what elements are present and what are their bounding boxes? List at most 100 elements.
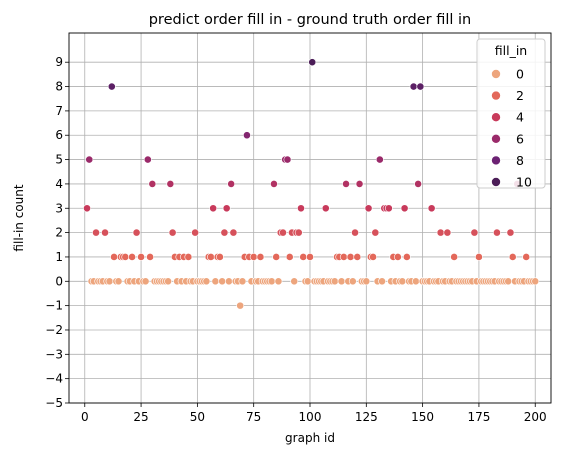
y-tick-label: 0 [55, 274, 63, 288]
data-point [121, 253, 130, 261]
y-tick-label: −2 [45, 323, 63, 337]
data-point [508, 253, 517, 261]
y-tick-label: 5 [55, 153, 63, 167]
data-point [297, 204, 305, 213]
data-point [475, 253, 483, 261]
data-point [164, 277, 173, 286]
data-point [371, 228, 380, 237]
data-point [450, 253, 459, 261]
data-point [290, 277, 299, 286]
data-point [306, 253, 314, 261]
legend-marker [491, 90, 501, 101]
legend-label: 6 [516, 131, 524, 146]
legend-marker [491, 155, 501, 166]
x-axis-ticks: 0 25 50 75 100 125 150 175 200 [81, 403, 547, 424]
y-tick-label: 3 [55, 201, 63, 215]
data-point [299, 253, 308, 261]
legend-marker [491, 177, 501, 187]
data-point [107, 82, 116, 91]
data-point [256, 253, 265, 261]
legend-label: 4 [516, 110, 524, 125]
data-point [92, 228, 100, 237]
legend-label: 10 [516, 175, 532, 190]
legend-label: 8 [516, 153, 524, 168]
legend-marker [491, 69, 501, 79]
x-tick-label: 175 [467, 410, 490, 424]
data-point [330, 277, 339, 286]
legend-title: fill_in [495, 43, 527, 58]
y-tick-label: 8 [55, 80, 63, 94]
data-point [416, 82, 425, 91]
data-point [184, 253, 193, 261]
x-tick-label: 50 [190, 410, 205, 424]
data-point [402, 253, 411, 261]
data-point [337, 277, 346, 286]
data-point [504, 277, 513, 286]
data-point [414, 180, 423, 188]
x-axis-title: graph id [285, 431, 335, 445]
data-point [216, 253, 224, 261]
x-tick-label: 150 [411, 410, 434, 424]
data-point [351, 228, 359, 237]
data-point [362, 277, 371, 286]
data-point [436, 228, 445, 237]
data-point [411, 277, 420, 286]
x-tick-label: 125 [355, 410, 378, 424]
data-point [364, 204, 373, 213]
data-point [114, 277, 123, 286]
y-tick-label: 1 [55, 250, 63, 264]
y-tick-label: 9 [55, 55, 63, 69]
data-point [274, 277, 283, 286]
data-point [531, 277, 540, 286]
chart-title: predict order fill in - ground truth ord… [149, 12, 472, 28]
data-point [143, 155, 152, 164]
data-point [470, 228, 479, 237]
data-point [409, 82, 418, 91]
legend-label: 0 [516, 67, 524, 82]
data-point [348, 277, 357, 286]
y-tick-label: −1 [45, 299, 63, 313]
data-point [339, 253, 348, 261]
y-tick-label: 6 [55, 128, 63, 142]
data-point [378, 277, 386, 286]
legend: fill_in 0 2 4 6 8 10 [476, 38, 546, 190]
y-tick-label: 4 [55, 177, 63, 191]
y-tick-label: 7 [55, 104, 63, 118]
data-point [427, 204, 436, 213]
y-tick-label: 2 [55, 226, 63, 240]
data-point [225, 277, 233, 286]
data-point [211, 277, 220, 286]
data-point [101, 228, 109, 237]
data-point [303, 277, 312, 286]
data-point [375, 155, 384, 164]
data-point [110, 253, 118, 261]
grid-lines [69, 33, 551, 404]
y-tick-label: −3 [45, 347, 63, 361]
data-point [218, 277, 227, 286]
data-point [267, 277, 276, 286]
data-point [369, 253, 377, 261]
y-axis-title: fill-in count [12, 184, 26, 251]
data-point [243, 131, 251, 140]
legend-entries: 0 2 4 6 8 10 [491, 67, 532, 190]
data-point [83, 204, 91, 213]
data-point [285, 253, 294, 261]
x-tick-label: 200 [524, 410, 547, 424]
data-point [294, 228, 303, 237]
data-point [105, 277, 114, 286]
data-point [384, 204, 393, 213]
legend-marker [491, 134, 501, 144]
data-point [283, 155, 292, 164]
data-point [191, 228, 200, 237]
data-point [146, 253, 154, 261]
data-point [220, 228, 229, 237]
data-point [353, 253, 362, 261]
data-point [137, 253, 145, 261]
data-point [506, 228, 515, 237]
x-tick-label: 100 [299, 410, 322, 424]
x-tick-label: 25 [133, 410, 148, 424]
data-points [83, 58, 540, 310]
data-point [493, 228, 501, 237]
data-point [206, 253, 215, 261]
